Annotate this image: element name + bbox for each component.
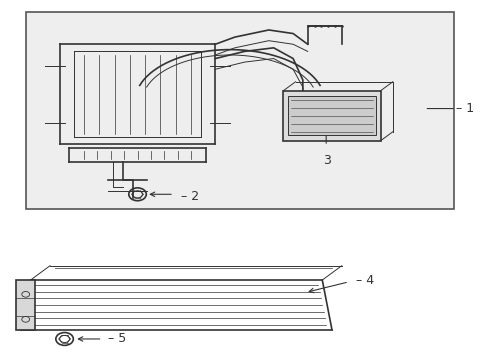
Text: – 2: – 2: [181, 190, 199, 203]
Text: – 1: – 1: [455, 102, 473, 115]
FancyBboxPatch shape: [26, 12, 453, 208]
Text: 3: 3: [323, 154, 330, 167]
Text: – 4: – 4: [356, 274, 374, 287]
Text: – 5: – 5: [108, 333, 126, 346]
FancyBboxPatch shape: [287, 96, 375, 135]
FancyBboxPatch shape: [283, 91, 380, 141]
FancyBboxPatch shape: [16, 280, 35, 330]
